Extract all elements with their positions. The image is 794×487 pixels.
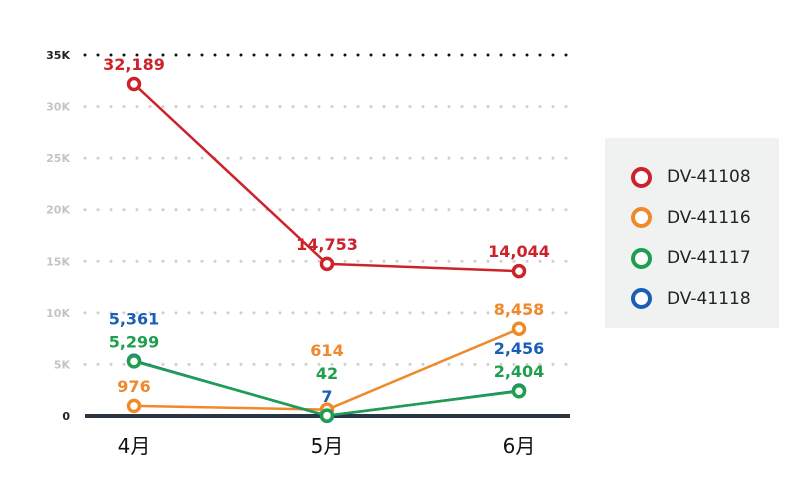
x-category-label: 5月 — [311, 434, 344, 458]
data-point — [511, 263, 527, 279]
legend-marker-dv-41108 — [631, 166, 652, 188]
legend-item-dv-41116[interactable]: DV-41116 — [605, 198, 779, 239]
data-label: 42 — [316, 364, 338, 383]
data-label: 5,299 — [109, 332, 160, 351]
data-label: 32,189 — [103, 55, 165, 74]
x-axis-categories: 4月 5月 6月 — [118, 434, 536, 458]
y-tick-label: 30K — [46, 101, 70, 114]
data-label: 2,404 — [494, 362, 545, 381]
data-label: 2,456 — [494, 339, 545, 358]
x-category-label: 6月 — [503, 434, 536, 458]
y-tick-label: 20K — [46, 204, 70, 217]
data-point — [511, 321, 527, 337]
y-tick-label: 15K — [46, 255, 70, 268]
data-label: 14,044 — [488, 242, 550, 261]
legend-label: DV-41118 — [667, 288, 751, 309]
data-label: 614 — [310, 341, 343, 360]
y-tick-label: 35K — [46, 49, 70, 62]
legend-label: DV-41116 — [667, 207, 751, 228]
data-point — [126, 354, 142, 369]
legend-marker-dv-41116 — [631, 207, 652, 229]
data-point — [319, 408, 335, 423]
legend-marker-dv-41117 — [631, 247, 652, 269]
data-label: 976 — [117, 377, 150, 396]
legend-label: DV-41108 — [667, 167, 751, 188]
data-point — [126, 76, 142, 92]
legend-item-dv-41108[interactable]: DV-41108 — [605, 157, 779, 198]
data-label: 14,753 — [296, 235, 358, 254]
series-points — [126, 76, 527, 424]
x-category-label: 4月 — [118, 434, 151, 458]
y-tick-label: 5K — [54, 358, 71, 371]
data-labels: 976 5,299 5,361 32,189 7 42 614 14,753 2,404 2,45… — [103, 55, 550, 406]
y-tick-label: 0 — [62, 410, 70, 423]
legend-label: DV-41117 — [667, 248, 751, 269]
y-axis-ticks: 0 5K 10K 15K 20K 25K 30K 35K — [46, 49, 70, 423]
data-label: 5,361 — [109, 309, 160, 328]
legend: DV-41108 DV-41116 DV-41117 DV-41118 — [605, 138, 779, 328]
data-point — [511, 383, 527, 399]
legend-marker-dv-41118 — [631, 288, 652, 310]
legend-item-dv-41117[interactable]: DV-41117 — [605, 238, 779, 279]
data-point — [319, 256, 335, 272]
data-label: 8,458 — [494, 300, 545, 319]
legend-item-dv-41118[interactable]: DV-41118 — [605, 279, 779, 320]
y-tick-label: 25K — [46, 152, 70, 165]
data-point — [126, 398, 142, 414]
data-label: 7 — [321, 387, 332, 406]
y-tick-label: 10K — [46, 307, 70, 320]
